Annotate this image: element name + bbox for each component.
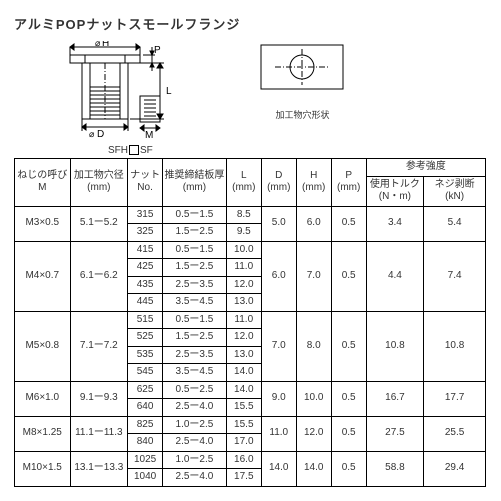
col-nutno: ナットNo. (128, 159, 163, 207)
table-row: M4×0.76.1ー6.24150.5ー1.510.06.07.00.54.47… (15, 241, 486, 259)
table-row: M10×1.513.1ー13.310251.0ー2.516.014.014.00… (15, 451, 486, 469)
col-D: D(mm) (261, 159, 296, 207)
svg-text:H: H (102, 41, 109, 49)
col-shear: ネジ剥断(kN) (424, 176, 486, 206)
table-row: M8×1.2511.1ー11.38251.0ー2.515.511.012.00.… (15, 416, 486, 434)
hole-shape-block: 加工物穴形状 (255, 41, 350, 121)
col-H: H(mm) (296, 159, 331, 207)
svg-text:P: P (154, 45, 161, 56)
col-hole: 加工物穴径(mm) (70, 159, 128, 207)
svg-text:M: M (145, 130, 153, 141)
col-thread: ねじの呼びM (15, 159, 71, 207)
svg-text:⌀: ⌀ (95, 41, 101, 48)
col-torque: 使用トルク(N・m) (366, 176, 424, 206)
table-row: M3×0.55.1ー5.23150.5ー1.58.55.06.00.53.45.… (15, 206, 486, 224)
diagram-row: ⌀ ⌀ (40, 41, 481, 141)
svg-text:D: D (97, 129, 104, 140)
col-L: L(mm) (226, 159, 261, 207)
sfh-legend: SFHSF (108, 145, 481, 156)
svg-text:⌀: ⌀ (89, 129, 95, 139)
hole-shape-label: 加工物穴形状 (255, 108, 350, 121)
col-thickness: 推奨締結板厚(mm) (163, 159, 227, 207)
col-P: P(mm) (331, 159, 366, 207)
hole-shape-diagram (255, 41, 350, 103)
col-ref: 参考強度 (366, 159, 485, 177)
svg-text:L: L (166, 86, 172, 97)
page-title: アルミPOPナットスモールフランジ (14, 14, 481, 33)
spec-table: ねじの呼びM 加工物穴径(mm) ナットNo. 推奨締結板厚(mm) L(mm)… (14, 158, 486, 487)
nut-diagram: ⌀ ⌀ (40, 41, 185, 141)
table-row: M6×1.09.1ー9.36250.5ー2.514.09.010.00.516.… (15, 381, 486, 399)
table-row: M5×0.87.1ー7.25150.5ー1.511.07.08.00.510.8… (15, 311, 486, 329)
